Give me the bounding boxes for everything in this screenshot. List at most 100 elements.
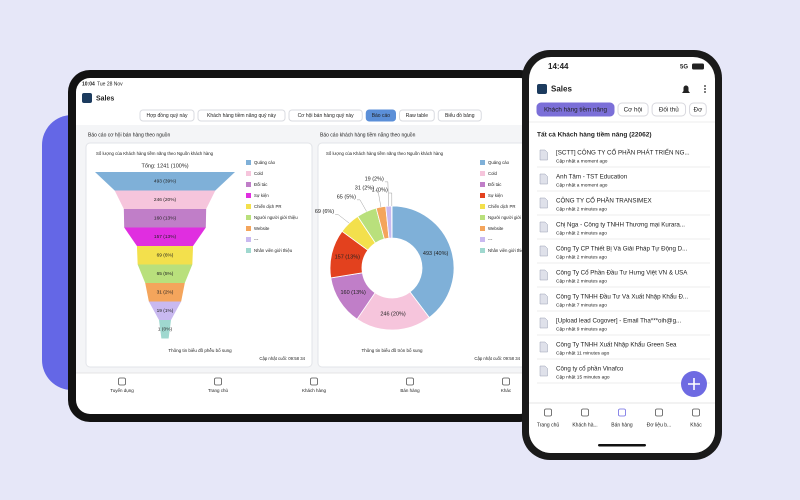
item-title[interactable]: Anh Tâm - TST Education: [556, 174, 628, 181]
doc-icon[interactable]: [539, 293, 548, 305]
tab-label[interactable]: Đơ: [694, 107, 703, 114]
doc-icon[interactable]: [539, 173, 548, 185]
app-icon[interactable]: [82, 93, 92, 103]
item-updated[interactable]: Cập nhật 2 minutes ago: [556, 278, 607, 284]
doc-icon[interactable]: [539, 365, 548, 377]
nav-label[interactable]: Bán hàng: [400, 388, 420, 393]
nav-icon[interactable]: [118, 377, 126, 386]
leader-line: [356, 199, 367, 212]
item-updated[interactable]: Cập nhật 7 minutes ago: [556, 302, 607, 308]
item-title[interactable]: [Upload lead Cogover] - Email Tha***oih@…: [556, 318, 681, 325]
nav-label[interactable]: Trang chủ: [537, 421, 560, 428]
nav-icon[interactable]: [544, 408, 552, 417]
item-updated[interactable]: Cập nhật 2 minutes ago: [556, 230, 607, 236]
tab-label[interactable]: Biểu đồ bảng: [445, 112, 475, 119]
donut-slice: [391, 205, 455, 319]
nav-icon[interactable]: [581, 408, 589, 417]
fab-plus[interactable]: [688, 378, 700, 390]
nav-label[interactable]: Bán hàng: [611, 422, 633, 428]
item-updated[interactable]: Cập nhật 9 minutes ago: [556, 326, 607, 332]
legend-swatch: [480, 171, 485, 176]
nav-label[interactable]: Khác: [501, 388, 512, 393]
legend-swatch: [246, 215, 251, 220]
card-footer: Thông tin biểu đồ phễu bổ sung: [168, 347, 232, 353]
tab[interactable]: [399, 109, 435, 122]
tab[interactable]: [536, 102, 615, 117]
nav-label[interactable]: Trang chủ: [208, 387, 229, 393]
nav-label[interactable]: Khách hàng: [302, 388, 327, 393]
item-updated[interactable]: Cập nhật 2 minutes ago: [556, 206, 607, 212]
tab[interactable]: [288, 109, 363, 122]
nav-icon[interactable]: [310, 377, 318, 386]
donut-label: 157 (13%): [335, 255, 361, 261]
funnel-label: 246 (20%): [154, 197, 177, 203]
item-title[interactable]: Công ty cổ phần Vinafco: [556, 366, 624, 373]
tab-label[interactable]: Khách hàng tiềm năng: [544, 105, 608, 114]
item-title[interactable]: Chị Nga - Công ty TNHH Thương mại Kurara…: [556, 222, 685, 229]
tab[interactable]: [617, 102, 649, 117]
list-title: Tất cả Khách hàng tiềm năng (22062): [537, 130, 652, 139]
legend-swatch: [480, 237, 485, 242]
doc-icon[interactable]: [539, 269, 548, 281]
tab-label[interactable]: Khách hàng tiềm năng quý này: [207, 113, 276, 119]
tab-label[interactable]: Cơ hội bán hàng quý này: [298, 113, 355, 119]
app-icon[interactable]: [537, 84, 547, 94]
item-title[interactable]: Công Ty Cổ Phần Đầu Tư Hưng Việt VN & US…: [556, 270, 688, 277]
tab-label[interactable]: Raw table: [406, 113, 428, 119]
tab[interactable]: [689, 102, 707, 117]
doc-icon[interactable]: [539, 221, 548, 233]
nav-icon[interactable]: [692, 408, 700, 417]
nav-icon[interactable]: [655, 408, 663, 417]
doc-icon[interactable]: [539, 245, 548, 257]
item-updated[interactable]: Cập nhật a moment ago: [556, 158, 608, 164]
item-title[interactable]: Công Ty TNHH Xuất Nhập Khẩu Green Sea: [556, 342, 677, 349]
tab-label[interactable]: Cơ hội: [624, 107, 643, 114]
doc-icon[interactable]: [539, 197, 548, 209]
item-title[interactable]: CÔNG TY CỔ PHẦN TRANSIMEX: [556, 198, 652, 205]
nav-label[interactable]: Tuyển dụng: [110, 387, 134, 393]
tab[interactable]: [197, 109, 286, 122]
leader-line: [335, 214, 350, 224]
more-icon[interactable]: [704, 85, 706, 93]
tab-label[interactable]: Báo cáo: [372, 113, 391, 119]
app-name[interactable]: Sales: [551, 85, 572, 94]
item-title[interactable]: Công Ty CP Thiết Bị Và Giải Pháp Tự Động…: [556, 246, 688, 253]
funnel-label: 19 (1%): [157, 308, 174, 314]
legend-label: Website: [254, 226, 270, 231]
card-subtitle: Số lượng của Khách hàng tiềm năng theo N…: [96, 151, 214, 156]
doc-icon[interactable]: [539, 317, 548, 329]
tab[interactable]: [365, 109, 396, 122]
legend-swatch: [480, 160, 485, 165]
item-title[interactable]: Công Ty TNHH Đầu Tư Và Xuất Nhập Khẩu Đ.…: [556, 294, 688, 301]
bell-icon[interactable]: [682, 85, 690, 94]
tab-label[interactable]: Đối thủ: [659, 105, 679, 114]
legend-swatch: [246, 226, 251, 231]
card-updated: Cập nhật cuối: 09:58 34: [259, 356, 305, 361]
status-network: 5G: [680, 65, 688, 71]
tab[interactable]: [139, 109, 195, 122]
item-updated[interactable]: Cập nhật 2 minutes ago: [556, 254, 607, 260]
item-title[interactable]: [SCTT] CÔNG TY CỔ PHẦN PHÁT TRIỂN NG...: [556, 150, 690, 157]
legend-label: Nhân viên giới thiệu: [254, 248, 293, 253]
tab[interactable]: [437, 109, 482, 122]
funnel-label: 31 (2%): [157, 290, 174, 296]
tab[interactable]: [651, 102, 687, 117]
nav-icon[interactable]: [214, 377, 222, 386]
funnel-segment: [148, 301, 182, 320]
card-title: Báo cáo khách hàng tiềm năng theo nguồn: [320, 132, 416, 138]
nav-icon[interactable]: [406, 377, 414, 386]
nav-label[interactable]: Khách hà...: [572, 422, 597, 428]
item-updated[interactable]: Cập nhật a moment ago: [556, 182, 608, 188]
nav-label[interactable]: Khác: [690, 422, 702, 428]
donut-label: 493 (40%): [423, 251, 449, 257]
nav-icon[interactable]: [502, 377, 510, 386]
doc-icon[interactable]: [539, 341, 548, 353]
nav-label[interactable]: Đơ liệu b...: [647, 422, 671, 428]
legend-label: Sự kiện: [488, 193, 503, 198]
doc-icon[interactable]: [539, 149, 548, 161]
nav-icon[interactable]: [618, 408, 626, 417]
app-name[interactable]: Sales: [96, 95, 114, 102]
item-updated[interactable]: Cập nhật 15 minutes ago: [556, 374, 610, 380]
tab-label[interactable]: Hợp đồng quý này: [146, 113, 188, 119]
item-updated[interactable]: Cập nhật 11 minutes ago: [556, 350, 610, 356]
